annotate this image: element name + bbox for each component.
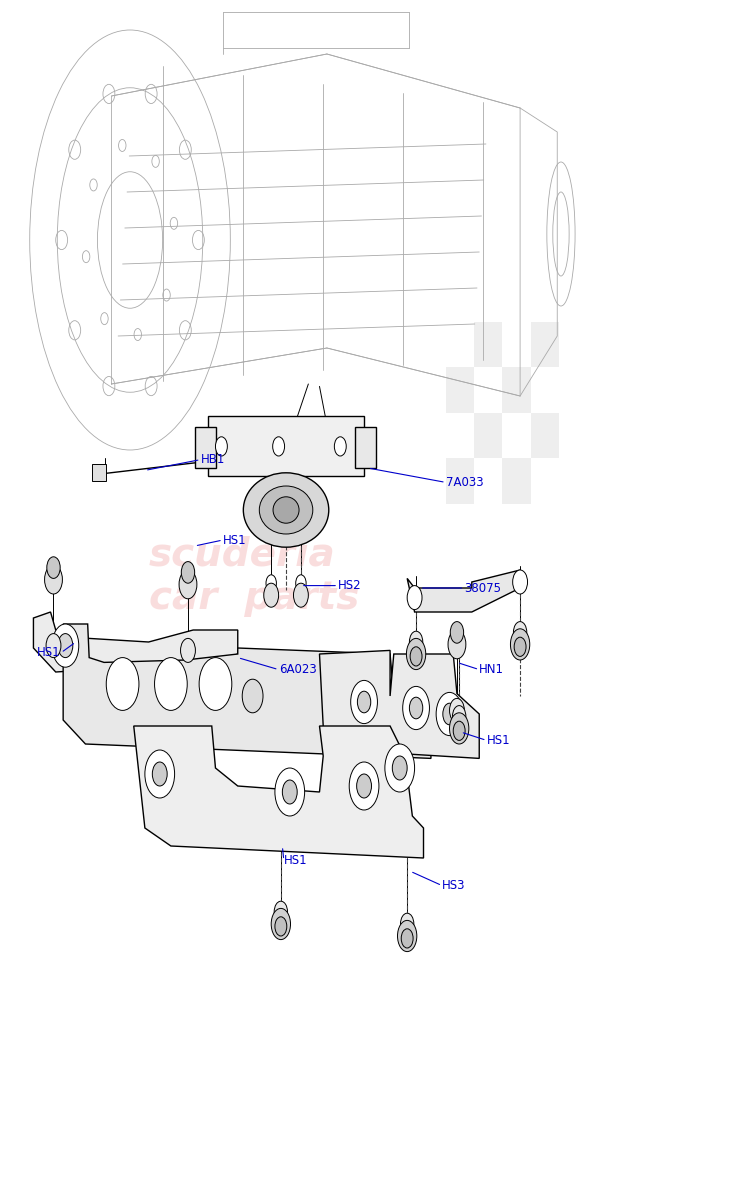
Circle shape: [46, 634, 61, 658]
Circle shape: [47, 557, 60, 578]
Circle shape: [334, 437, 346, 456]
Polygon shape: [407, 570, 520, 612]
Text: HB1: HB1: [201, 454, 225, 466]
Bar: [474, 413, 502, 458]
Circle shape: [215, 437, 227, 456]
Circle shape: [349, 762, 379, 810]
FancyBboxPatch shape: [208, 416, 364, 476]
Circle shape: [145, 750, 175, 798]
Bar: [446, 367, 474, 413]
Text: HS2: HS2: [338, 580, 362, 592]
Circle shape: [514, 637, 526, 656]
Text: HS1: HS1: [284, 854, 308, 866]
Circle shape: [513, 622, 527, 643]
Circle shape: [392, 756, 407, 780]
Circle shape: [155, 658, 187, 710]
Text: 38075: 38075: [464, 582, 502, 594]
Circle shape: [199, 658, 232, 710]
Circle shape: [179, 570, 197, 599]
Circle shape: [274, 901, 288, 923]
Text: 6A023: 6A023: [279, 664, 317, 676]
Bar: [531, 367, 559, 413]
Bar: [502, 322, 531, 367]
Circle shape: [443, 703, 456, 725]
Text: HS1: HS1: [487, 734, 510, 746]
Bar: [474, 367, 502, 413]
Circle shape: [450, 713, 469, 744]
Circle shape: [106, 658, 139, 710]
Circle shape: [436, 692, 463, 736]
Circle shape: [181, 562, 195, 583]
Circle shape: [409, 697, 423, 719]
Bar: [502, 458, 531, 504]
Text: scuderia
car  parts: scuderia car parts: [149, 535, 359, 617]
Ellipse shape: [244, 473, 329, 547]
Circle shape: [407, 586, 422, 610]
Circle shape: [152, 762, 167, 786]
Bar: [502, 367, 531, 413]
Circle shape: [403, 686, 429, 730]
Circle shape: [513, 570, 528, 594]
Circle shape: [448, 630, 466, 659]
Circle shape: [385, 744, 415, 792]
Circle shape: [400, 913, 414, 935]
Bar: [446, 322, 474, 367]
Circle shape: [282, 780, 297, 804]
Circle shape: [271, 908, 291, 940]
Bar: [446, 413, 474, 458]
Circle shape: [273, 437, 285, 456]
Circle shape: [401, 929, 413, 948]
Circle shape: [181, 638, 195, 662]
Ellipse shape: [259, 486, 313, 534]
Circle shape: [296, 575, 306, 592]
Circle shape: [242, 679, 263, 713]
Bar: [531, 458, 559, 504]
Bar: [531, 322, 559, 367]
Circle shape: [410, 647, 422, 666]
Text: HS1: HS1: [37, 647, 61, 659]
Bar: [502, 413, 531, 458]
Ellipse shape: [273, 497, 299, 523]
Circle shape: [357, 774, 372, 798]
Circle shape: [45, 565, 62, 594]
Polygon shape: [33, 612, 238, 684]
FancyBboxPatch shape: [355, 427, 376, 468]
Circle shape: [450, 622, 464, 643]
Polygon shape: [63, 624, 431, 758]
Bar: [474, 458, 502, 504]
Circle shape: [52, 624, 79, 667]
FancyBboxPatch shape: [195, 427, 216, 468]
Polygon shape: [319, 650, 479, 758]
Circle shape: [453, 721, 465, 740]
Circle shape: [266, 575, 276, 592]
Circle shape: [450, 698, 464, 722]
Bar: [446, 458, 474, 504]
Circle shape: [357, 691, 371, 713]
Circle shape: [58, 634, 73, 658]
Bar: [531, 413, 559, 458]
Text: HS1: HS1: [223, 534, 247, 546]
Text: HS3: HS3: [442, 880, 466, 892]
Circle shape: [275, 768, 305, 816]
Text: 7A033: 7A033: [446, 476, 484, 488]
Circle shape: [452, 706, 466, 727]
Circle shape: [406, 638, 426, 670]
Circle shape: [398, 920, 417, 952]
Bar: [474, 322, 502, 367]
Circle shape: [275, 917, 287, 936]
Circle shape: [510, 629, 530, 660]
FancyBboxPatch shape: [92, 464, 106, 481]
Circle shape: [293, 583, 308, 607]
Circle shape: [351, 680, 377, 724]
Circle shape: [409, 631, 423, 653]
Circle shape: [264, 583, 279, 607]
Text: HN1: HN1: [479, 664, 504, 676]
Polygon shape: [134, 726, 424, 858]
